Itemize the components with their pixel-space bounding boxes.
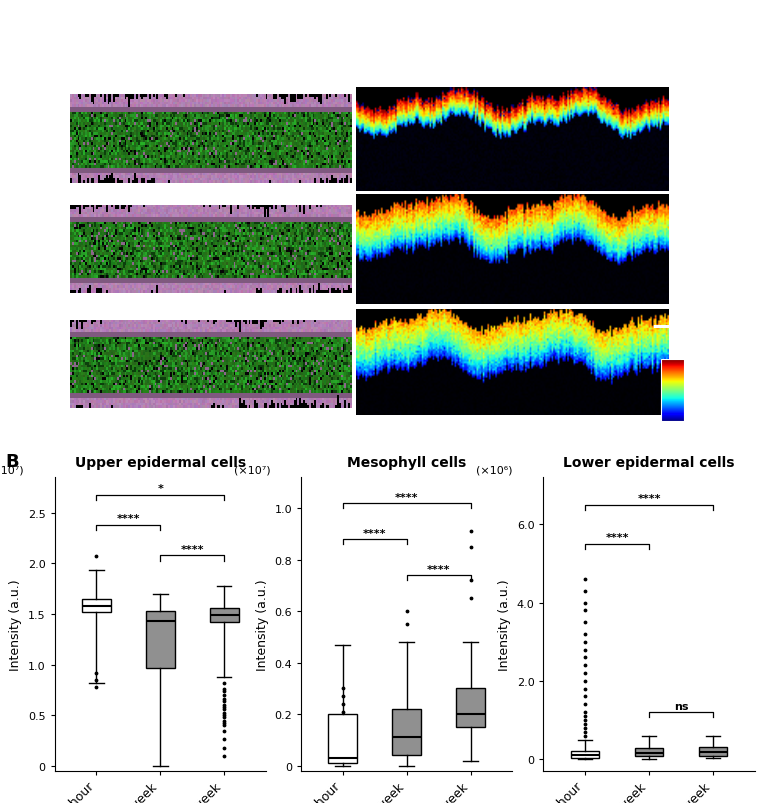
Text: 1 hour: 1 hour [16, 95, 66, 108]
Text: Optical image: Optical image [160, 13, 278, 28]
Text: 404.12): 404.12) [538, 39, 594, 53]
PathPatch shape [635, 748, 663, 756]
Y-axis label: Intensity (a.u.): Intensity (a.u.) [256, 579, 269, 670]
Y-axis label: Intensity (a.u.): Intensity (a.u.) [498, 579, 511, 670]
Text: *: * [157, 483, 163, 493]
Text: A: A [9, 13, 23, 31]
Text: (×10⁷): (×10⁷) [234, 465, 270, 475]
Text: 2 week: 2 week [16, 346, 71, 361]
Text: ****: **** [363, 528, 386, 538]
Text: B: B [5, 452, 19, 471]
Y-axis label: Intensity (a.u.): Intensity (a.u.) [9, 579, 23, 670]
Text: 1 week: 1 week [16, 214, 71, 228]
Text: ****: **** [181, 544, 204, 554]
PathPatch shape [328, 715, 357, 763]
Text: ****: **** [427, 564, 450, 574]
PathPatch shape [82, 599, 111, 612]
Text: (: ( [504, 39, 510, 53]
Text: ****: **** [395, 492, 418, 502]
PathPatch shape [698, 748, 727, 756]
PathPatch shape [393, 709, 421, 756]
PathPatch shape [456, 689, 485, 728]
PathPatch shape [210, 608, 239, 622]
Title: Upper epidermal cells: Upper epidermal cells [75, 455, 246, 470]
Text: m/z: m/z [515, 39, 539, 53]
Text: 100 μm: 100 μm [661, 318, 700, 328]
Text: ****: **** [605, 532, 629, 543]
Text: (×10⁷): (×10⁷) [0, 465, 23, 475]
PathPatch shape [571, 752, 600, 758]
Title: Lower epidermal cells: Lower epidermal cells [563, 455, 735, 470]
PathPatch shape [146, 611, 174, 668]
Text: Azoxystrobin: Azoxystrobin [448, 5, 561, 19]
Text: Intensity
(a.u.): Intensity (a.u.) [697, 389, 742, 410]
Text: ****: **** [637, 494, 661, 503]
Title: Mesophyll cells: Mesophyll cells [347, 455, 466, 470]
Text: ****: **** [117, 514, 140, 524]
Text: ns: ns [674, 701, 688, 711]
Text: (×10⁶): (×10⁶) [476, 465, 512, 475]
